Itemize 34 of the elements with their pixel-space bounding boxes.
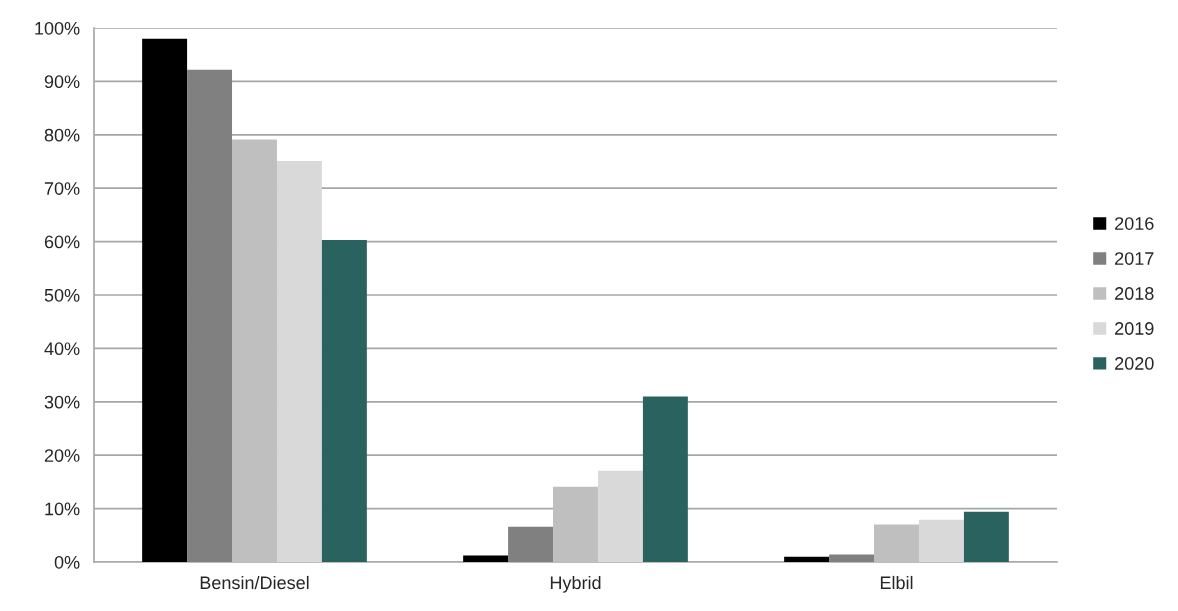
x-tick-label: Elbil <box>880 575 913 590</box>
bar <box>321 240 367 562</box>
y-tick-label: 40% <box>44 342 80 356</box>
y-tick-label: 80% <box>44 128 80 142</box>
bar <box>963 511 1009 562</box>
bar <box>142 38 188 562</box>
bar <box>597 470 643 562</box>
bar <box>642 396 688 562</box>
legend-label: 2019 <box>1115 322 1154 335</box>
bar <box>784 556 830 562</box>
y-tick-label: 20% <box>44 449 80 462</box>
x-tick-label: Hybrid <box>550 575 601 593</box>
bar <box>463 555 509 562</box>
y-tick-label: 0% <box>54 555 80 569</box>
y-tick-label: 30% <box>44 395 80 409</box>
bar <box>232 139 277 562</box>
legend-label: 2016 <box>1115 217 1154 230</box>
bar <box>276 160 322 562</box>
y-tick-label: 90% <box>44 75 80 89</box>
bar <box>874 524 919 562</box>
bar <box>829 554 875 562</box>
bar <box>553 486 598 562</box>
legend-label: 2017 <box>1115 252 1154 265</box>
legend-label: 2018 <box>1115 287 1154 300</box>
y-tick-label: 60% <box>44 235 80 249</box>
y-tick-label: 10% <box>45 502 80 516</box>
legend-label: 2020 <box>1115 357 1154 370</box>
x-tick-label: Bensin/Diesel <box>200 575 309 590</box>
y-tick-label: 100% <box>35 21 80 35</box>
bar <box>187 69 233 562</box>
bar <box>508 526 554 562</box>
y-tick-label: 50% <box>44 288 80 302</box>
y-tick-label: 70% <box>44 182 80 195</box>
bar <box>918 519 964 562</box>
